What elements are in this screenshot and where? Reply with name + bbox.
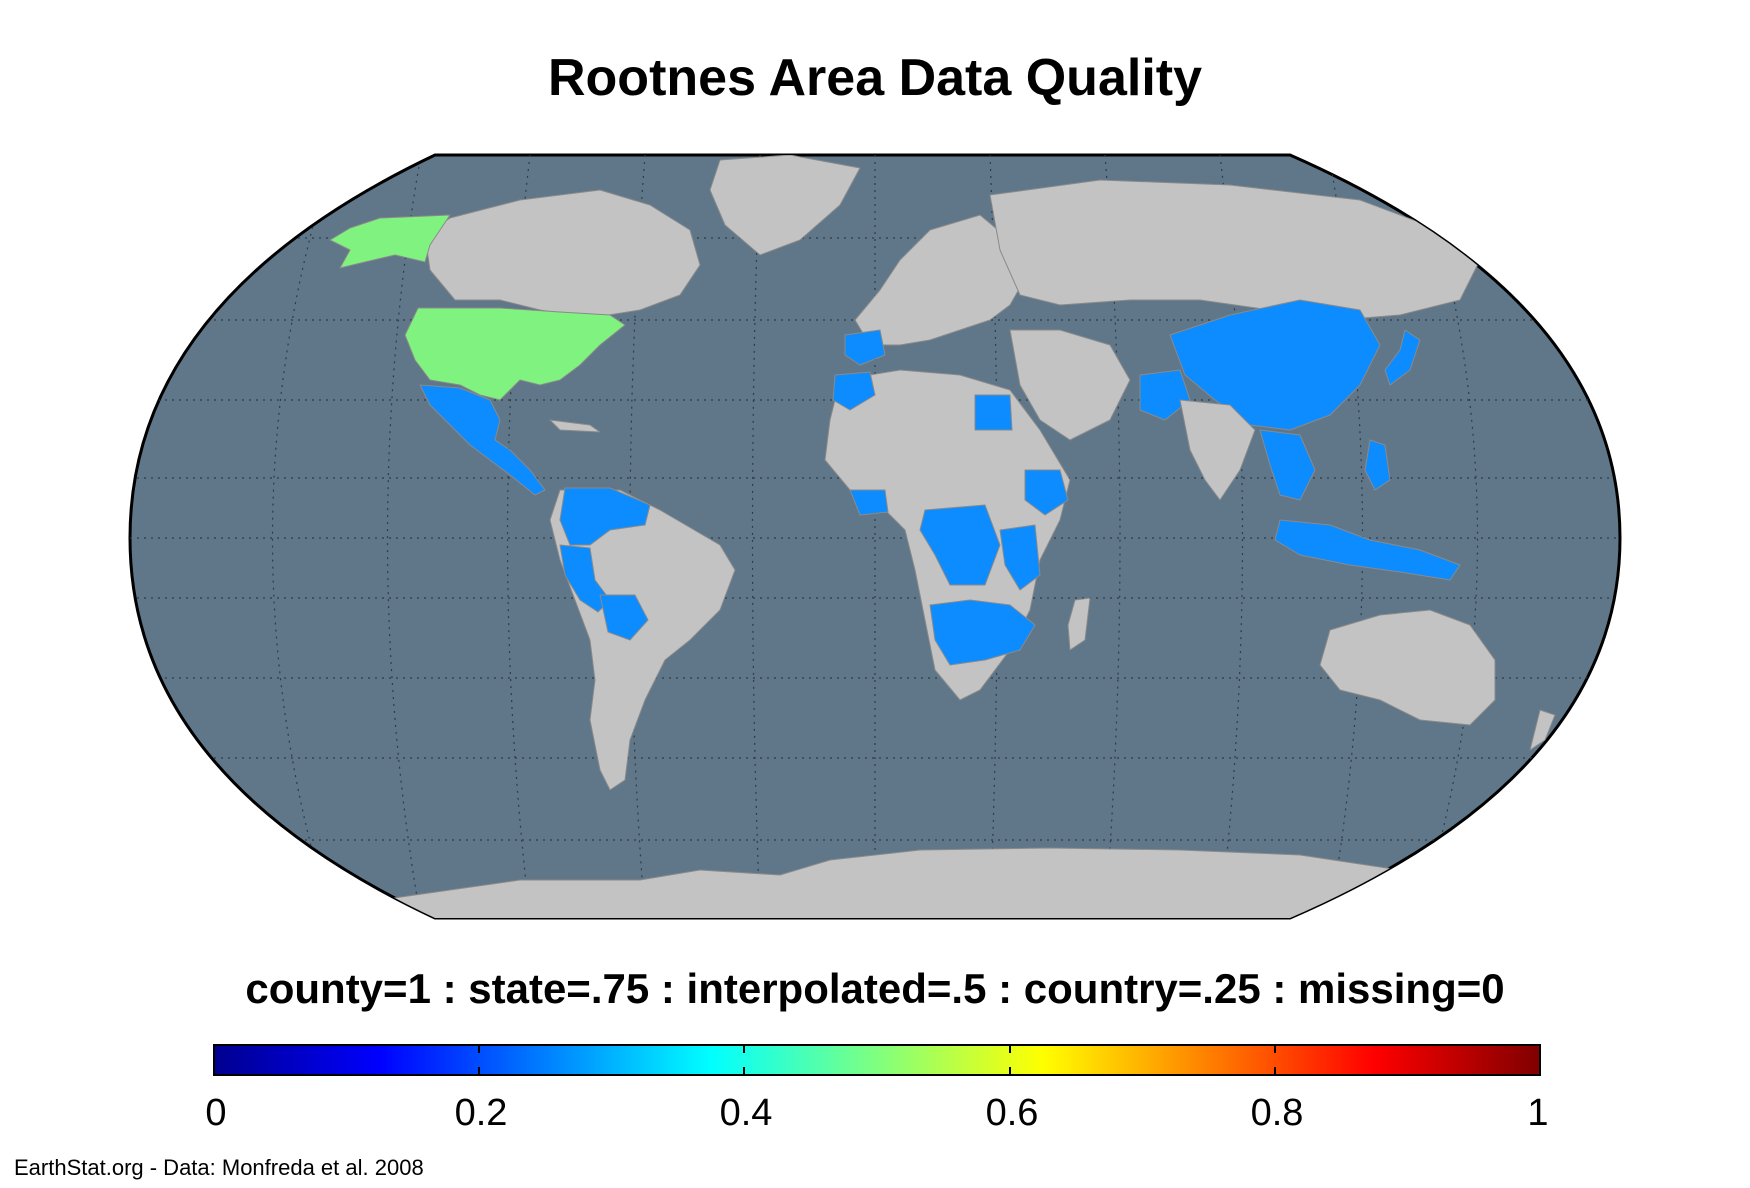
land-southeast-asia [1259, 429, 1316, 501]
land-japan [1384, 329, 1421, 386]
legend-caption: county=1 : state=.75 : interpolated=.5 :… [245, 965, 1505, 1012]
land-alaska [329, 214, 451, 269]
credit-line: EarthStat.org - Data: Monfreda et al. 20… [14, 1155, 424, 1180]
land-south-america [549, 489, 736, 791]
land-bolivia [599, 594, 649, 641]
land-morocco [832, 371, 876, 411]
land-southern-africa [929, 599, 1036, 666]
land-middle-east [1009, 329, 1131, 441]
land-cuba [549, 419, 601, 433]
land-central-africa [919, 504, 1001, 586]
land-east-africa [999, 524, 1041, 591]
land-ethiopia [1024, 469, 1069, 516]
map-title: Rootnes Area Data Quality [547, 49, 1202, 107]
land-usa [404, 307, 626, 401]
colorbar-tick-5: 1 [1527, 1092, 1549, 1134]
land-russia [989, 179, 1481, 321]
land-canada [424, 189, 701, 319]
colorbar-tick-0: 0 [205, 1092, 227, 1134]
land-china [1169, 299, 1381, 431]
land-egypt [974, 394, 1013, 431]
land-indonesia [1274, 519, 1461, 581]
land-west-africa [849, 489, 889, 516]
colorbar-tick-2: 0.4 [719, 1092, 773, 1134]
land-mexico [419, 384, 546, 496]
land-greenland [709, 155, 861, 256]
colorbar-tick-4: 0.8 [1250, 1092, 1304, 1134]
land-india [1179, 399, 1256, 501]
colorbar-tick-1: 0.2 [454, 1092, 508, 1134]
land-iberia [844, 329, 886, 366]
land-australia [1319, 609, 1496, 726]
land-colombia-venezuela [559, 487, 651, 546]
land-pakistan [1139, 369, 1191, 421]
land-philippines [1364, 439, 1391, 491]
land-madagascar [1067, 597, 1091, 651]
land-new-zealand [1529, 709, 1556, 751]
colorbar [213, 1044, 1541, 1076]
colorbar-tick-3: 0.6 [985, 1092, 1039, 1134]
